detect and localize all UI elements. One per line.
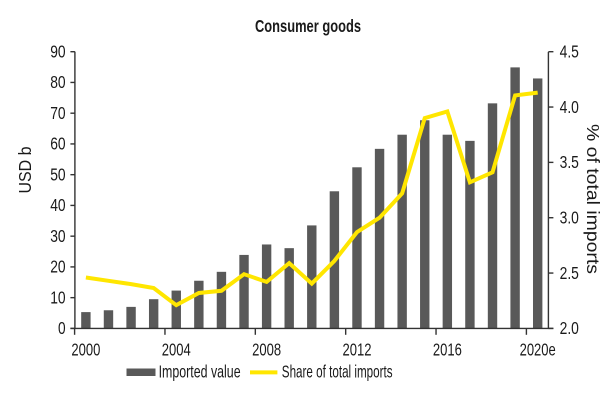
svg-text:2012: 2012	[342, 340, 371, 360]
svg-text:90: 90	[50, 42, 66, 62]
svg-text:2000: 2000	[71, 340, 100, 360]
svg-text:10: 10	[50, 287, 66, 307]
svg-text:30: 30	[50, 226, 66, 246]
svg-text:40: 40	[50, 195, 66, 215]
svg-text:60: 60	[50, 134, 66, 154]
svg-text:Consumer goods: Consumer goods	[255, 16, 361, 36]
svg-text:70: 70	[50, 103, 66, 123]
svg-text:USD b: USD b	[15, 147, 35, 194]
svg-text:2020e: 2020e	[520, 340, 556, 360]
svg-text:50: 50	[50, 164, 66, 184]
svg-text:% of total imports: % of total imports	[583, 124, 600, 274]
svg-text:0: 0	[58, 318, 66, 338]
svg-text:3.5: 3.5	[560, 152, 579, 172]
svg-text:4.0: 4.0	[560, 97, 580, 117]
svg-text:4.5: 4.5	[560, 42, 579, 62]
svg-text:20: 20	[50, 257, 66, 277]
svg-text:2.5: 2.5	[560, 263, 579, 283]
svg-text:3.0: 3.0	[560, 208, 580, 228]
svg-text:2016: 2016	[433, 340, 462, 360]
svg-text:Imported value: Imported value	[159, 362, 241, 382]
svg-text:2008: 2008	[252, 340, 281, 360]
svg-text:2.0: 2.0	[560, 318, 580, 338]
svg-text:80: 80	[50, 72, 66, 92]
svg-text:2004: 2004	[162, 340, 191, 360]
svg-text:Share of total imports: Share of total imports	[282, 362, 393, 382]
